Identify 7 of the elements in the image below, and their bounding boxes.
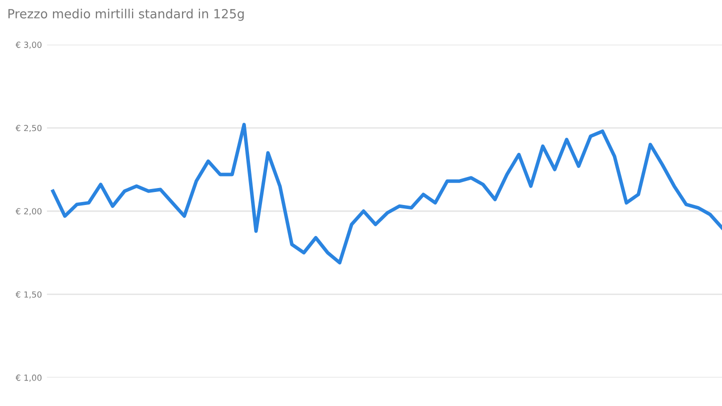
line-series [51,122,722,264]
y-tick-label: € 1,00 [16,374,42,382]
y-tick-label: € 2,50 [16,124,42,132]
y-tick-label: € 3,00 [16,42,42,49]
y-tick-label: € 1,50 [16,291,42,298]
chart-title: Prezzo medio mirtilli standard in 125g [8,8,244,21]
y-tick-label: € 2,00 [16,208,42,216]
